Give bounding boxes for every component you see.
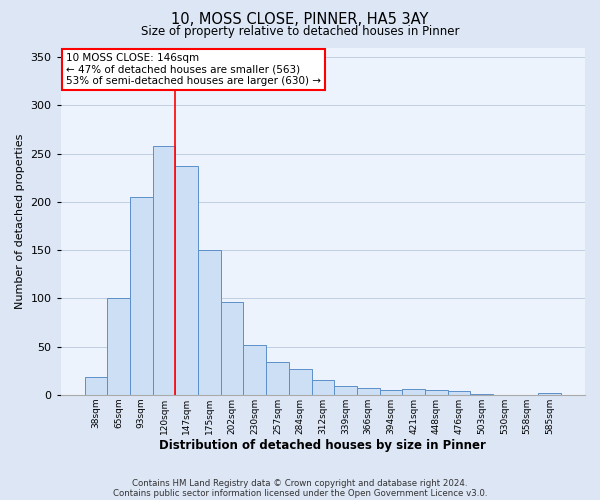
- Bar: [289, 368, 311, 395]
- X-axis label: Distribution of detached houses by size in Pinner: Distribution of detached houses by size …: [160, 440, 486, 452]
- Bar: [334, 386, 357, 395]
- Text: Contains public sector information licensed under the Open Government Licence v3: Contains public sector information licen…: [113, 488, 487, 498]
- Bar: [470, 394, 493, 395]
- Bar: [130, 197, 152, 395]
- Y-axis label: Number of detached properties: Number of detached properties: [15, 134, 25, 309]
- Text: 10, MOSS CLOSE, PINNER, HA5 3AY: 10, MOSS CLOSE, PINNER, HA5 3AY: [172, 12, 428, 28]
- Bar: [175, 166, 198, 395]
- Bar: [448, 391, 470, 395]
- Bar: [266, 362, 289, 395]
- Bar: [107, 298, 130, 395]
- Bar: [198, 250, 221, 395]
- Text: 10 MOSS CLOSE: 146sqm
← 47% of detached houses are smaller (563)
53% of semi-det: 10 MOSS CLOSE: 146sqm ← 47% of detached …: [66, 52, 321, 86]
- Bar: [425, 390, 448, 395]
- Bar: [152, 146, 175, 395]
- Text: Size of property relative to detached houses in Pinner: Size of property relative to detached ho…: [141, 25, 459, 38]
- Bar: [380, 390, 402, 395]
- Bar: [357, 388, 380, 395]
- Text: Contains HM Land Registry data © Crown copyright and database right 2024.: Contains HM Land Registry data © Crown c…: [132, 478, 468, 488]
- Bar: [538, 393, 561, 395]
- Bar: [85, 378, 107, 395]
- Bar: [244, 344, 266, 395]
- Bar: [221, 302, 244, 395]
- Bar: [402, 389, 425, 395]
- Bar: [311, 380, 334, 395]
